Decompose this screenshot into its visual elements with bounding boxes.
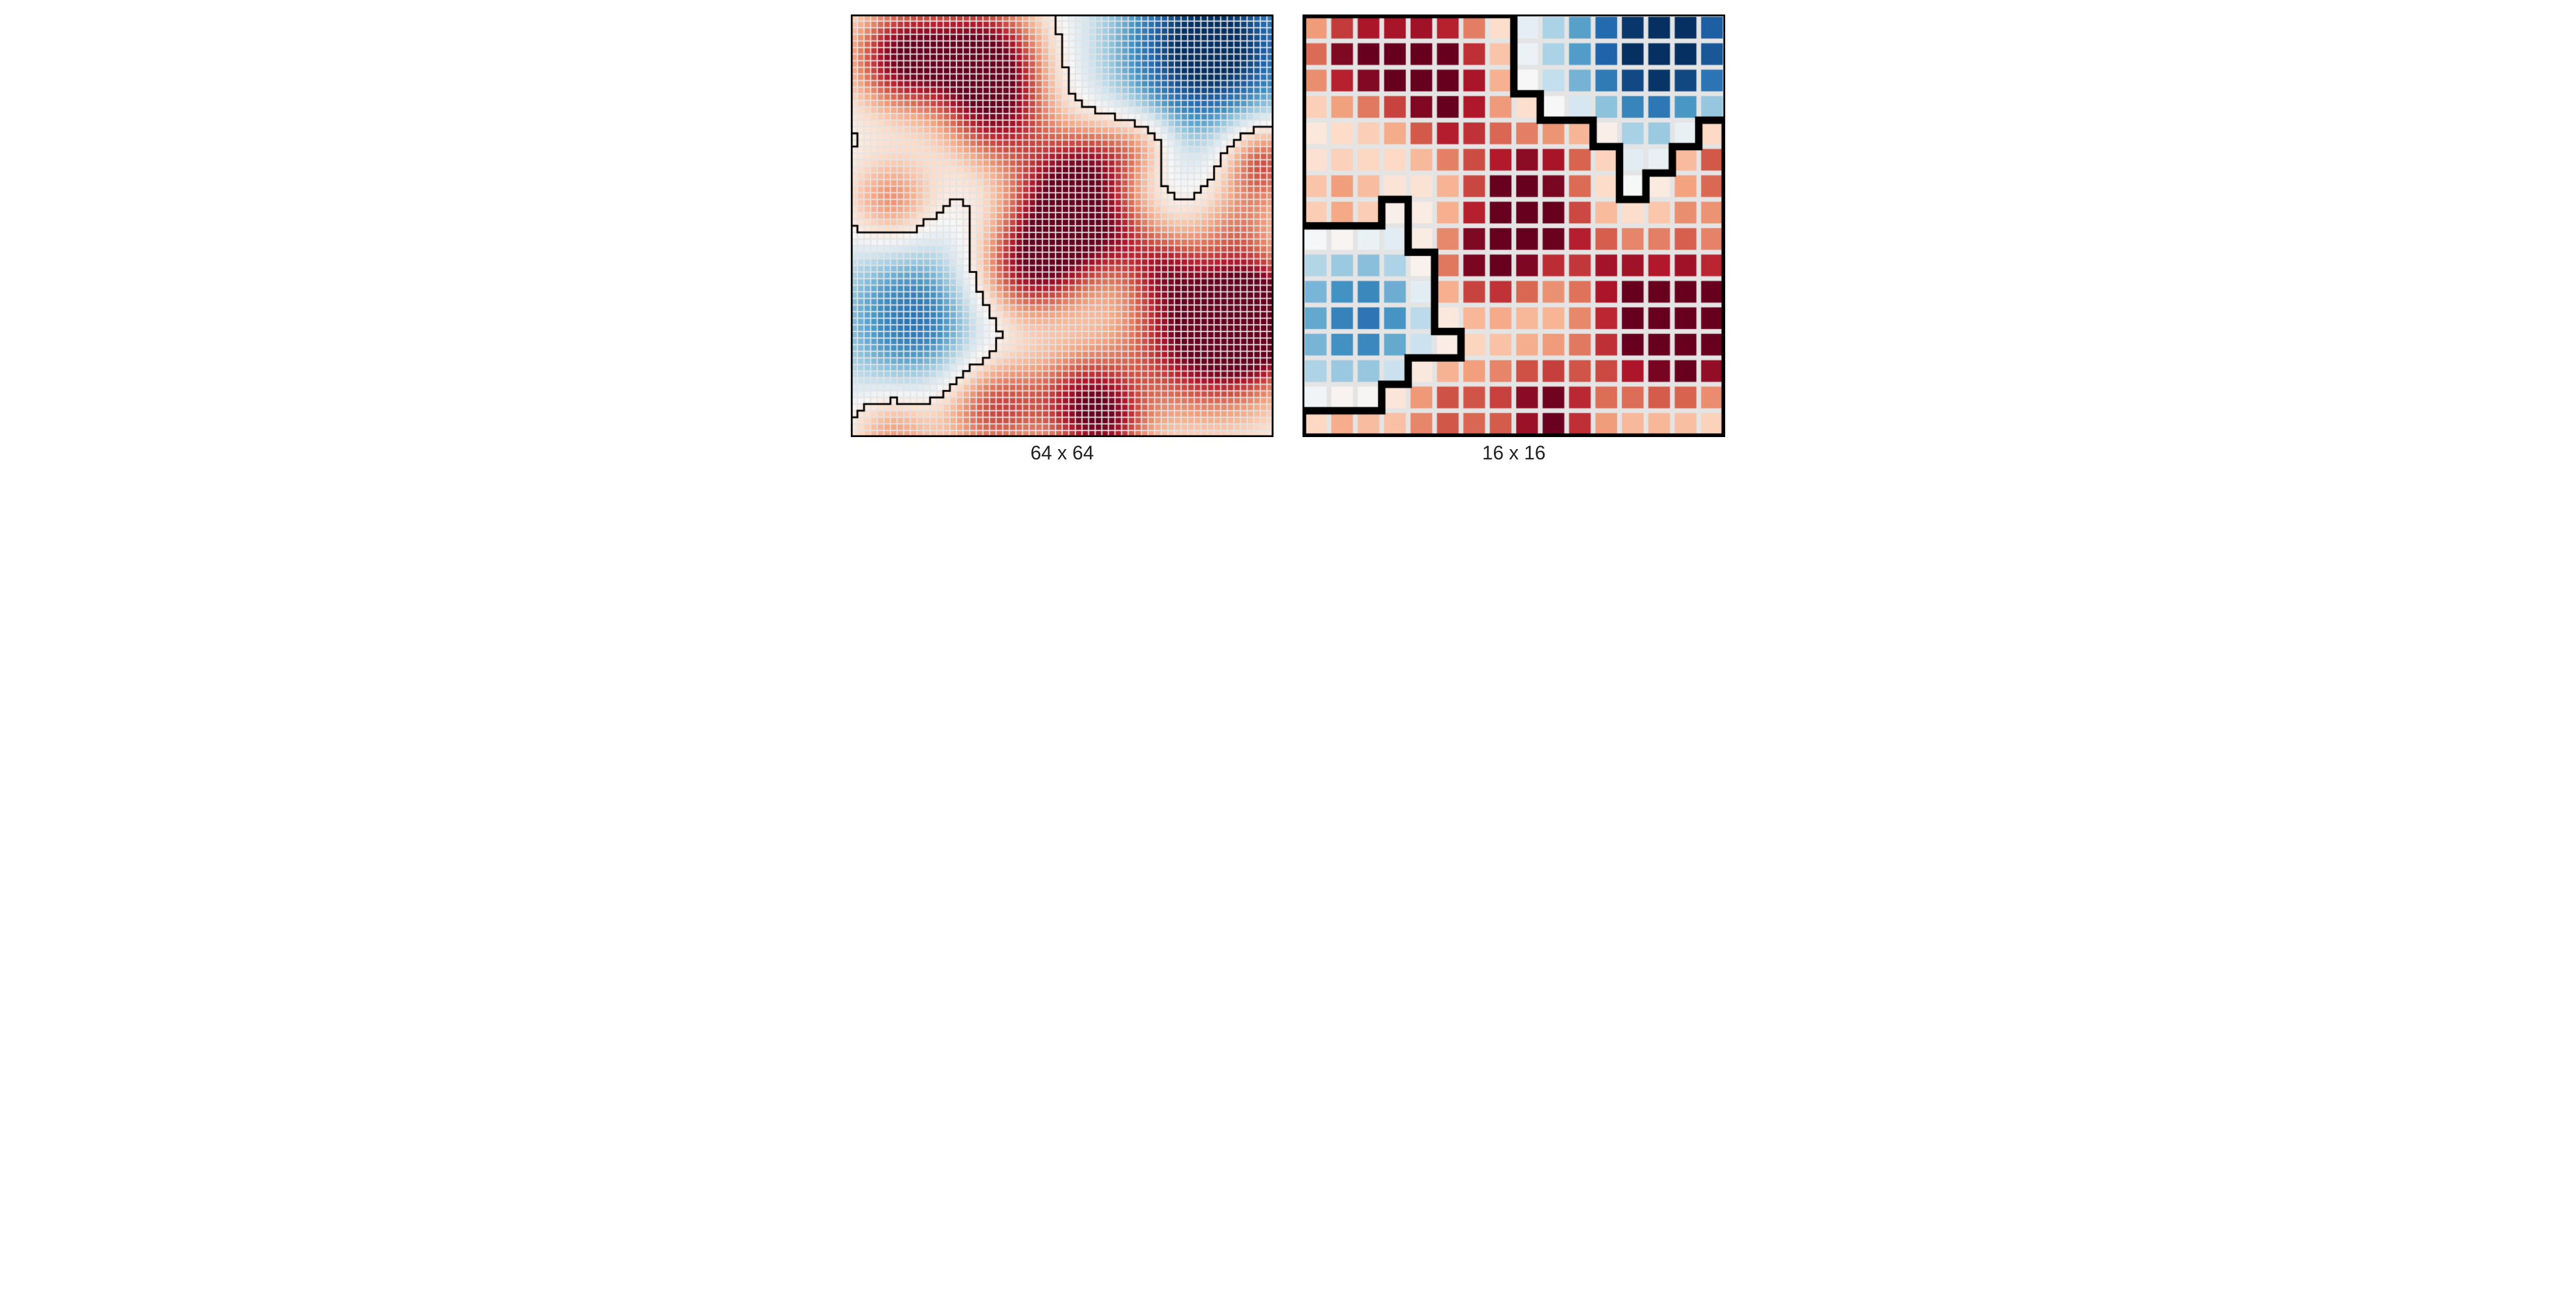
heatmap-64 <box>851 14 1274 437</box>
panel-label-64: 64 x 64 <box>1031 442 1094 464</box>
panel-16: 16 x 16 <box>1302 14 1725 464</box>
figure: 64 x 64 16 x 16 <box>0 0 2576 479</box>
panel-64: 64 x 64 <box>851 14 1274 464</box>
heatmap-16 <box>1302 14 1725 437</box>
panel-label-16: 16 x 16 <box>1482 442 1546 464</box>
